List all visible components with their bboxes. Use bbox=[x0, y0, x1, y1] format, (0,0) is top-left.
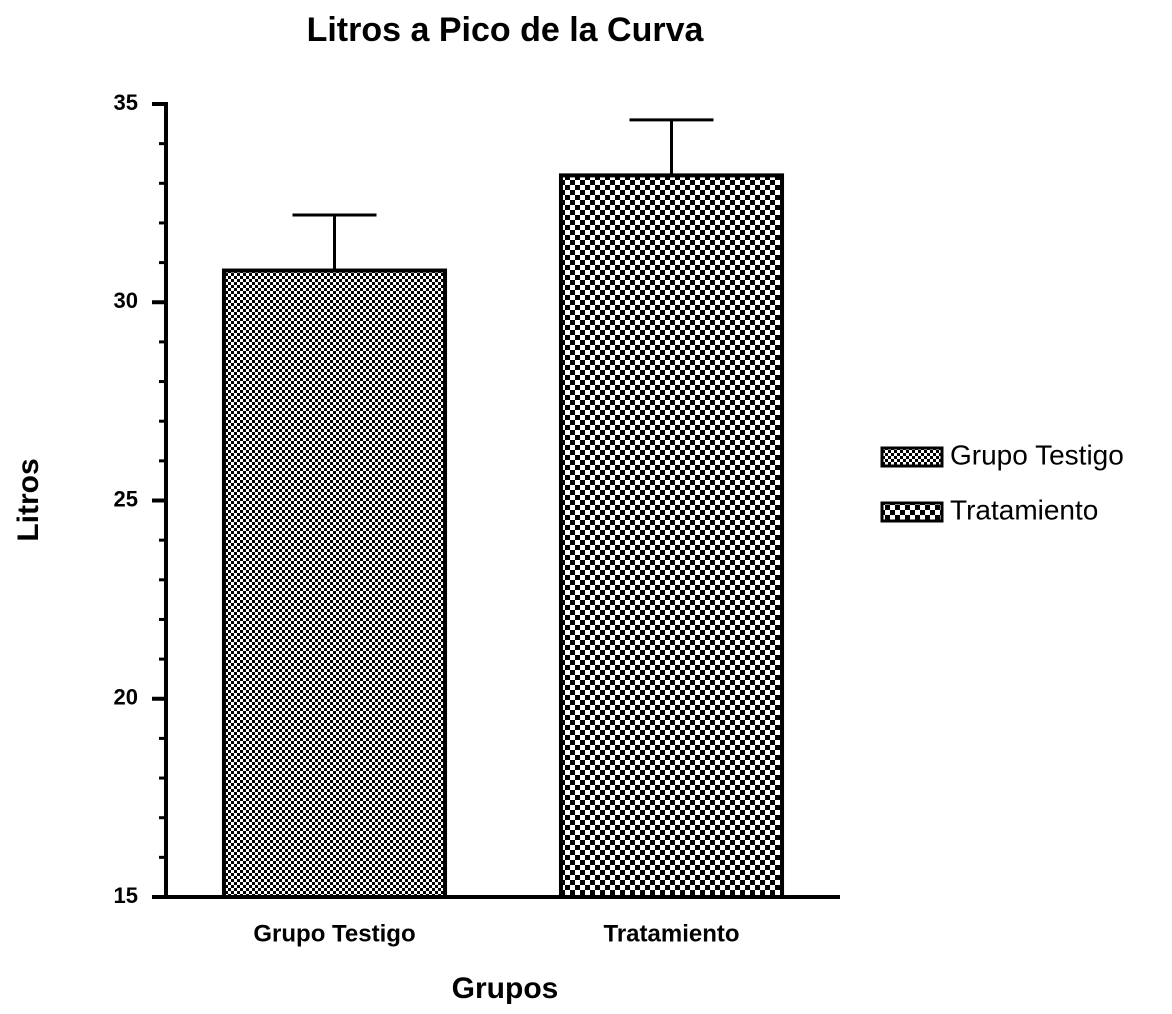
chart-title: Litros a Pico de la Curva bbox=[307, 11, 705, 49]
x-tick-label: Grupo Testigo bbox=[253, 920, 415, 947]
error-bar bbox=[629, 118, 714, 176]
x-axis-label: Grupos bbox=[452, 972, 559, 1005]
y-tick-label: 20 bbox=[114, 685, 138, 710]
legend-label: Grupo Testigo bbox=[950, 439, 1124, 470]
x-tick-label: Tratamiento bbox=[603, 920, 739, 947]
error-bar bbox=[292, 213, 377, 271]
legend-swatch bbox=[880, 501, 944, 523]
bar bbox=[221, 268, 448, 899]
y-tick-label: 30 bbox=[114, 288, 138, 313]
y-tick-label: 25 bbox=[114, 486, 138, 511]
y-axis-label: Litros bbox=[12, 458, 45, 541]
y-tick-label: 15 bbox=[114, 883, 138, 908]
legend-label: Tratamiento bbox=[950, 494, 1098, 525]
bar bbox=[558, 173, 785, 899]
y-tick-label: 35 bbox=[114, 90, 138, 115]
legend-swatch bbox=[880, 446, 944, 468]
